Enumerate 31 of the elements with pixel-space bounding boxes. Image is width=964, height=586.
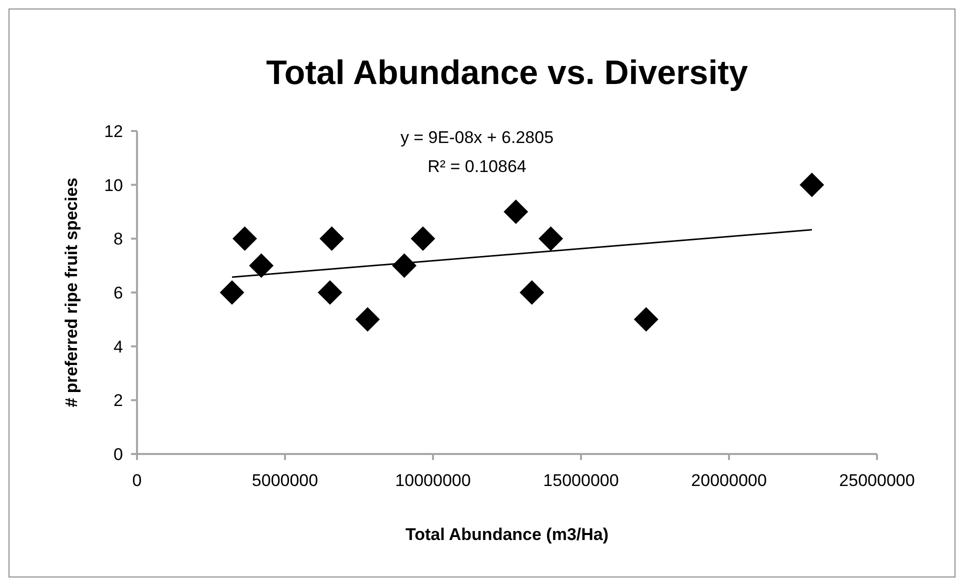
y-tick-label: 12 (104, 122, 123, 141)
x-tick-label: 5000000 (252, 471, 318, 490)
y-tick-label: 0 (114, 445, 123, 464)
x-tick-label: 0 (132, 471, 142, 490)
x-tick-label: 20000000 (691, 471, 767, 490)
point (410, 226, 436, 251)
annotation: R² = 0.10864 (428, 157, 526, 176)
point (504, 200, 528, 224)
point (392, 253, 417, 278)
y-tick-label: 6 (114, 284, 123, 302)
chart-title: Total Abundance vs. Diversity (266, 54, 748, 92)
point (249, 253, 274, 278)
point (318, 280, 342, 305)
y-tick-label: 10 (104, 176, 123, 195)
x-tick-label: 25000000 (839, 471, 915, 490)
y-tick-label: 8 (114, 230, 123, 249)
point (320, 226, 344, 251)
x-axis-title: Total Abundance (m3/Ha) (405, 525, 609, 544)
point (355, 307, 380, 332)
point (538, 226, 564, 251)
point (634, 307, 658, 332)
point (800, 172, 824, 198)
point (520, 280, 544, 305)
y-tick-label: 4 (114, 337, 123, 356)
y-axis-title: # preferred ripe fruit species (62, 178, 81, 408)
y-tick-label: 2 (114, 391, 123, 410)
x-tick-label: 10000000 (395, 471, 471, 490)
annotation: y = 9E-08x + 6.2805 (400, 128, 554, 147)
x-tick-label: 15000000 (543, 471, 619, 490)
point (232, 226, 257, 251)
point (220, 280, 244, 305)
